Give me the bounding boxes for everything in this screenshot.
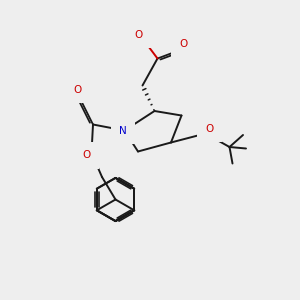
Text: O: O (74, 85, 82, 95)
Text: O: O (135, 29, 143, 40)
Text: O: O (82, 150, 90, 161)
Text: H: H (133, 22, 139, 31)
Text: N: N (119, 126, 127, 136)
Text: O: O (205, 124, 213, 134)
Text: O: O (179, 39, 187, 49)
